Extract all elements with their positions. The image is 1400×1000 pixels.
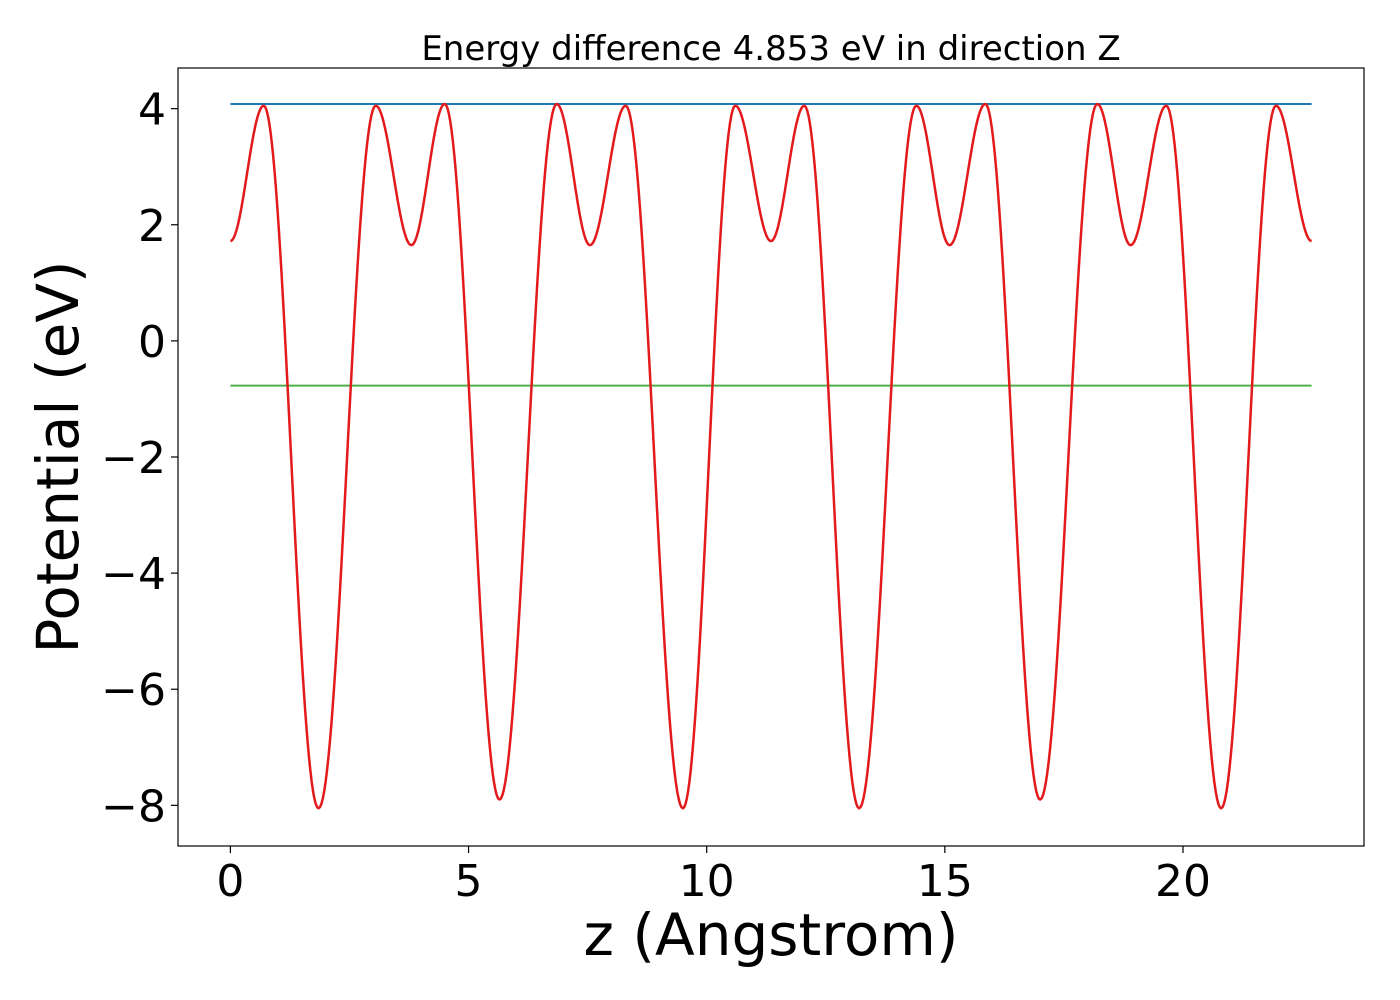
y-tick-label: −4: [101, 549, 166, 600]
series-layer: [229, 102, 1312, 810]
y-tick-label: −2: [101, 433, 166, 484]
y-axis-ticks: 4 2 0 −2 −4 −6 −8: [101, 85, 178, 832]
x-axis-label: z (Angstrom): [584, 901, 959, 969]
y-tick-label: −6: [101, 665, 166, 716]
x-axis-ticks: 0 5 10 15 20: [216, 846, 1211, 907]
y-tick-label: 0: [138, 317, 166, 368]
plot-area: [229, 102, 1312, 810]
y-axis-label: Potential (eV): [24, 260, 92, 653]
y-tick-label: 4: [138, 85, 166, 136]
x-tick-label: 5: [455, 856, 483, 907]
chart-title: Energy difference 4.853 eV in direction …: [421, 29, 1120, 69]
y-tick-label: 2: [138, 201, 166, 252]
y-tick-label: −8: [101, 781, 166, 832]
x-tick-label: 10: [679, 856, 735, 907]
x-tick-label: 20: [1155, 856, 1211, 907]
x-tick-label: 15: [917, 856, 973, 907]
x-tick-label: 0: [216, 856, 244, 907]
potential-curve: [229, 102, 1312, 810]
